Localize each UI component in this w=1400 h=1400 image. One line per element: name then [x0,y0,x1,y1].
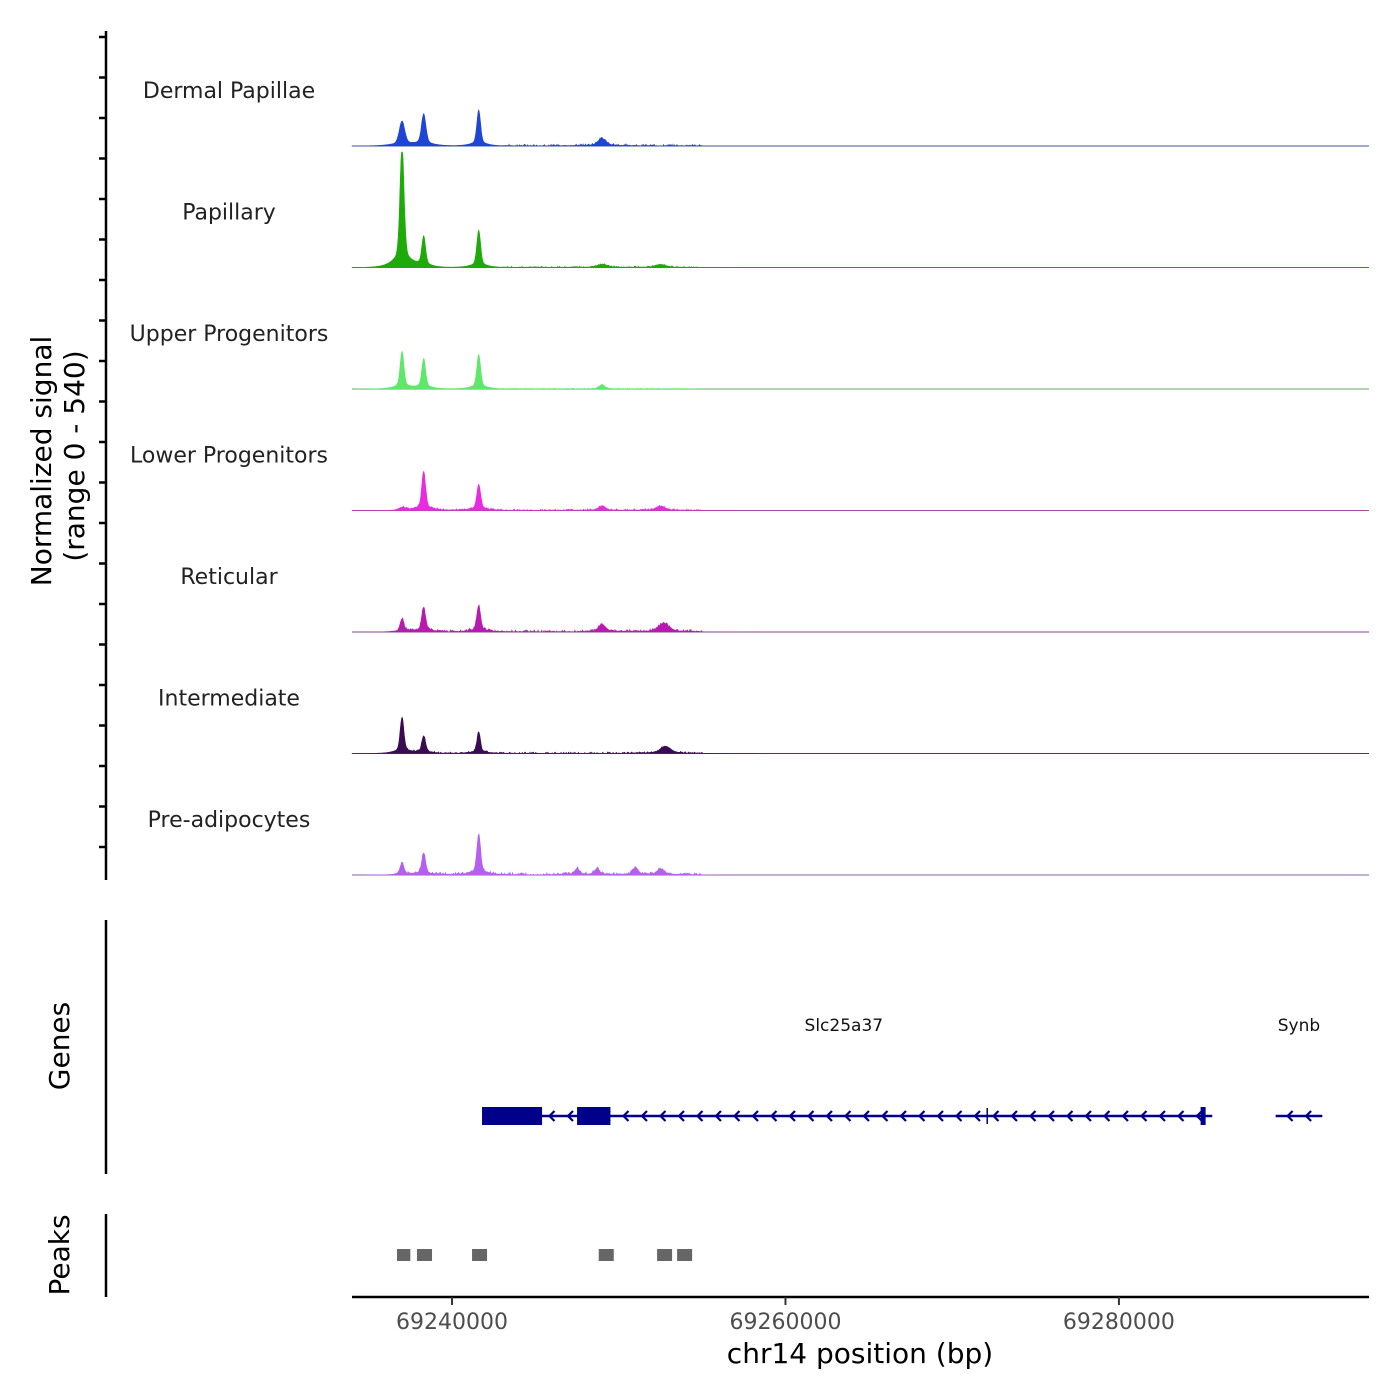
track-label: Reticular [180,565,278,590]
strand-arrow [1121,1110,1129,1122]
peak-region [397,1249,411,1261]
strand-arrow [1047,1110,1055,1122]
strand-arrow [1158,1110,1166,1122]
strand-arrow [566,1110,574,1122]
strand-arrow [991,1110,1000,1122]
x-tick-label: 69280000 [1063,1310,1175,1335]
y-axis-title: Normalized signal [25,336,58,587]
strand-arrow [788,1110,796,1122]
signal-area [352,604,1369,633]
strand-arrow [1084,1110,1092,1122]
signal-area [351,716,1369,755]
coverage-y-ticks [99,35,106,849]
strand-arrow [547,1110,556,1122]
track-label: Intermediate [158,687,300,712]
peaks-panel-title: Peaks [43,1214,76,1295]
x-tick-label: 69260000 [729,1310,841,1335]
strand-arrow [732,1110,741,1122]
peak-region [677,1249,693,1261]
strand-arrow [825,1110,833,1122]
strand-arrow [973,1110,981,1122]
strand-arrow [1286,1110,1294,1122]
coverage-track: Lower Progenitors [130,444,1369,511]
coverage-track: Papillary [182,151,1369,268]
strand-arrow [1304,1110,1312,1122]
strand-arrow [1176,1110,1185,1122]
gene-label: Synb [1278,1016,1320,1036]
strand-arrow [954,1110,963,1122]
peak-region [472,1249,488,1261]
strand-arrow [806,1110,815,1122]
strand-arrow [640,1110,648,1122]
peak-region [417,1249,433,1261]
signal-area [352,833,1369,876]
strand-arrow [769,1110,778,1122]
signal-area [351,350,1369,390]
strand-arrow [1195,1110,1203,1122]
peak-region [598,1249,614,1261]
coverage-track: Dermal Papillae [143,79,1369,147]
signal-area [351,151,1369,268]
strand-arrow [751,1110,759,1122]
peak-region [657,1249,673,1261]
gene: Slc25a37 [482,1016,1213,1125]
track-label: Dermal Papillae [143,79,315,104]
x-tick-label: 69240000 [396,1310,508,1335]
strand-arrow [695,1110,704,1122]
track-label: Pre-adipocytes [148,808,311,833]
strand-arrow [862,1110,870,1122]
track-label: Upper Progenitors [130,322,329,347]
gene: Synb [1275,1016,1323,1122]
strand-arrow [1102,1110,1111,1122]
strand-arrow [658,1110,667,1122]
signal-area [351,109,1369,147]
coverage-tracks: Dermal Papillae Papillary Upper Progenitor… [130,79,1369,876]
coverage-track: Pre-adipocytes [148,808,1369,876]
strand-arrow [1010,1110,1018,1122]
strand-arrow [843,1110,852,1122]
gene-annotations: Slc25a37 Synb [482,1016,1323,1125]
strand-arrow [936,1110,944,1122]
strand-arrow [1065,1110,1074,1122]
peak-regions [397,1249,693,1261]
strand-arrow [1028,1110,1037,1122]
coverage-track: Intermediate [158,687,1369,755]
exon [1200,1107,1206,1125]
coverage-track: Reticular [180,565,1369,633]
strand-arrow [899,1110,907,1122]
strand-arrow [677,1110,685,1122]
track-label: Lower Progenitors [130,444,328,469]
y-axis-subtitle: (range 0 - 540) [58,350,91,561]
genes-panel-title: Genes [43,1002,76,1090]
signal-area [351,470,1369,511]
exon [577,1107,611,1125]
x-axis-title: chr14 position (bp) [727,1337,993,1370]
exon [482,1107,543,1125]
strand-arrow [1139,1110,1148,1122]
strand-arrow [917,1110,926,1122]
track-label: Papillary [182,201,276,226]
strand-arrow [714,1110,722,1122]
coverage-track: Upper Progenitors [130,322,1369,390]
strand-arrow [621,1110,630,1122]
strand-arrow [880,1110,889,1122]
gene-label: Slc25a37 [805,1016,884,1036]
x-axis-ticks: 69240000 69260000 69280000 [396,1297,1175,1335]
